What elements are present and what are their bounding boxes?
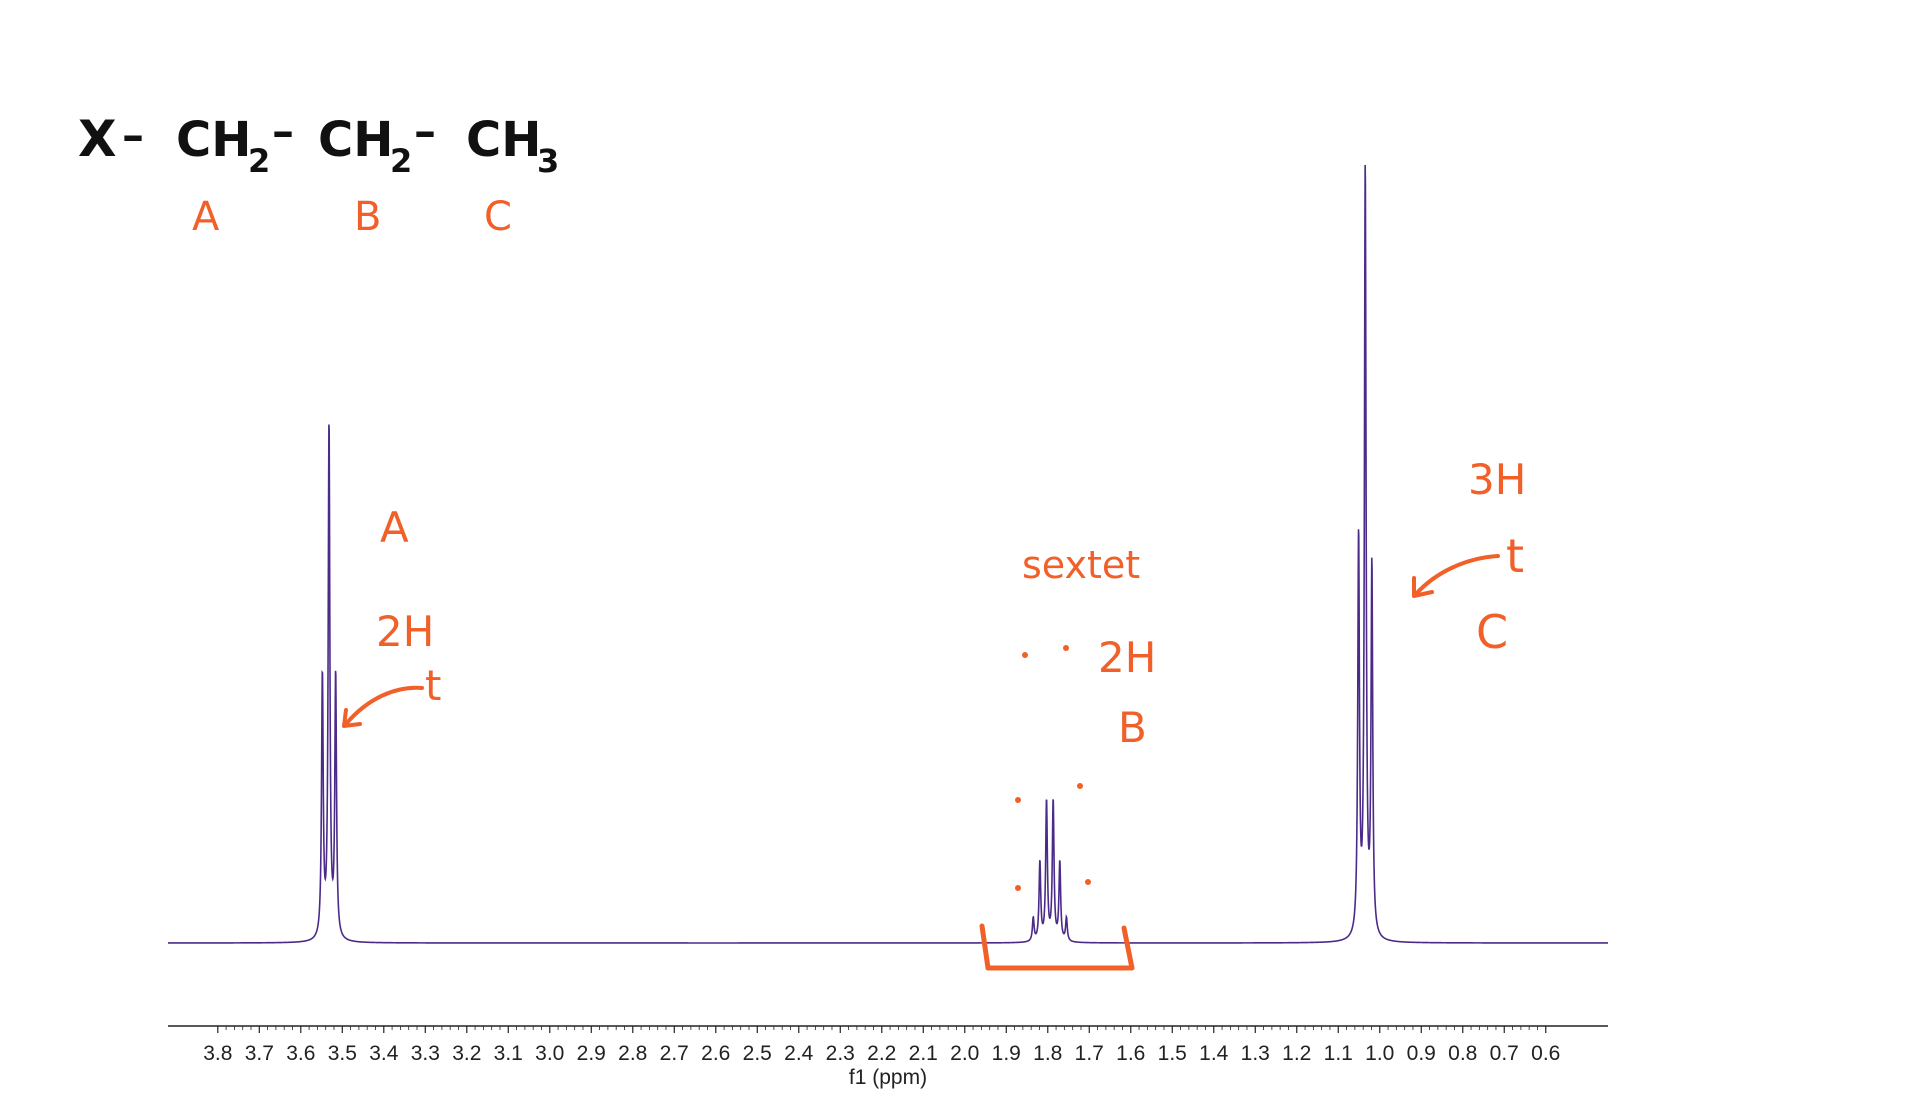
formula-x: X bbox=[78, 110, 117, 168]
x-tick-label: 2.5 bbox=[743, 1042, 772, 1065]
formula-ch3: CH bbox=[466, 112, 541, 168]
x-tick-label: 3.3 bbox=[411, 1042, 440, 1065]
x-tick-label: 3.2 bbox=[452, 1042, 481, 1065]
x-tick-label: 1.2 bbox=[1282, 1042, 1311, 1065]
x-tick-label: 0.8 bbox=[1448, 1042, 1477, 1065]
x-tick-label: 3.1 bbox=[494, 1042, 523, 1065]
x-tick-label: 1.0 bbox=[1365, 1042, 1394, 1065]
x-axis-ticks: 3.8 3.7 3.6 3.5 3.4 3.3 3.2 3.1 3.0 2.9 2.8 2.7 2.6 2… bbox=[203, 1026, 1560, 1065]
x-tick-label: 2.2 bbox=[867, 1042, 896, 1065]
annotation-peak-c: 3H t C bbox=[1412, 455, 1526, 659]
formula-dash-2: – bbox=[272, 106, 294, 157]
sextet-dot bbox=[1022, 652, 1028, 658]
formula-label-a: A bbox=[192, 194, 220, 240]
peak-b-letter: B bbox=[1118, 703, 1147, 752]
annotation-peak-b: sextet 2H B bbox=[979, 543, 1156, 971]
x-tick-label: 3.0 bbox=[535, 1042, 564, 1065]
sextet-dot bbox=[1085, 879, 1091, 885]
peak-c-letter: C bbox=[1476, 605, 1508, 659]
x-tick-label: 3.8 bbox=[203, 1042, 232, 1065]
x-tick-label: 2.9 bbox=[577, 1042, 606, 1065]
sextet-dot bbox=[1015, 885, 1021, 891]
spectrum-trace bbox=[168, 164, 1608, 944]
x-tick-label: 2.8 bbox=[618, 1042, 647, 1065]
peak-b-integration: 2H bbox=[1098, 633, 1156, 682]
peak-c-integration: 3H bbox=[1468, 455, 1526, 504]
x-tick-label: 0.6 bbox=[1531, 1042, 1560, 1065]
x-tick-label: 1.8 bbox=[1033, 1042, 1062, 1065]
formula-ch2-b: CH bbox=[318, 112, 393, 168]
formula-dash-1: – bbox=[122, 110, 144, 161]
x-tick-label: 0.7 bbox=[1490, 1042, 1519, 1065]
sextet-dot bbox=[1015, 797, 1021, 803]
formula-label-c: C bbox=[484, 194, 512, 240]
peak-a-arrow-icon bbox=[344, 685, 424, 726]
annotation-peak-a: A 2H t bbox=[342, 503, 441, 728]
structural-formula: X – CH 2 – CH 2 – CH 3 A B C bbox=[78, 106, 559, 240]
peak-a-integration: 2H bbox=[376, 607, 434, 656]
peak-a-multiplicity: t bbox=[425, 661, 441, 710]
x-tick-label: 1.6 bbox=[1116, 1042, 1145, 1065]
x-tick-label: 1.9 bbox=[992, 1042, 1021, 1065]
x-tick-label: 0.9 bbox=[1407, 1042, 1436, 1065]
formula-ch2-a: CH bbox=[176, 112, 251, 168]
peak-b-multiplicity: sextet bbox=[1022, 543, 1140, 587]
x-tick-label: 2.7 bbox=[660, 1042, 689, 1065]
formula-dash-3: – bbox=[414, 106, 436, 157]
x-axis: 3.8 3.7 3.6 3.5 3.4 3.3 3.2 3.1 3.0 2.9 2.8 2.7 2.6 2… bbox=[168, 1025, 1608, 1089]
x-tick-label: 2.3 bbox=[826, 1042, 855, 1065]
x-tick-label: 3.7 bbox=[245, 1042, 274, 1065]
peak-a-arrowhead-icon bbox=[342, 708, 362, 728]
formula-sub-3: 3 bbox=[537, 142, 559, 180]
formula-sub-2-b: 2 bbox=[390, 142, 412, 180]
peak-c-arrowhead-icon bbox=[1412, 576, 1434, 598]
x-tick-label: 1.1 bbox=[1324, 1042, 1353, 1065]
x-tick-label: 1.4 bbox=[1199, 1042, 1229, 1065]
x-tick-label: 2.1 bbox=[909, 1042, 938, 1065]
sextet-dot bbox=[1063, 645, 1069, 651]
peak-c-arrow-icon bbox=[1414, 554, 1500, 596]
x-tick-label: 1.3 bbox=[1241, 1042, 1270, 1065]
integration-bracket bbox=[979, 923, 1135, 971]
x-tick-label: 1.5 bbox=[1158, 1042, 1187, 1065]
x-tick-label: 2.0 bbox=[950, 1042, 979, 1065]
x-tick-label: 3.4 bbox=[369, 1042, 399, 1065]
peak-c-multiplicity: t bbox=[1506, 529, 1524, 583]
x-axis-label: f1 (ppm) bbox=[849, 1066, 927, 1089]
formula-sub-2-a: 2 bbox=[248, 142, 270, 180]
x-tick-label: 1.7 bbox=[1075, 1042, 1104, 1065]
x-tick-label: 2.4 bbox=[784, 1042, 814, 1065]
formula-label-b: B bbox=[354, 194, 381, 240]
sextet-dot bbox=[1077, 783, 1083, 789]
x-tick-label: 2.6 bbox=[701, 1042, 730, 1065]
peak-a-letter: A bbox=[380, 503, 409, 552]
x-tick-label: 3.5 bbox=[328, 1042, 357, 1065]
x-tick-label: 3.6 bbox=[286, 1042, 315, 1065]
